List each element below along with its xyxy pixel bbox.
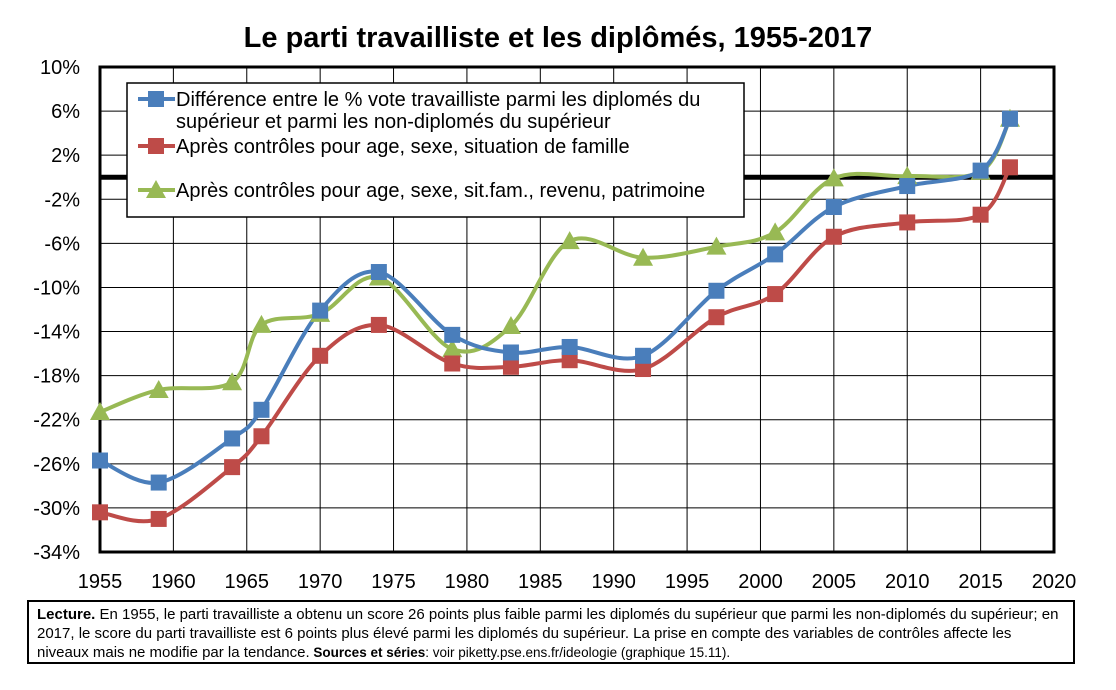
x-tick-label: 2000 [738,571,783,593]
chart-title: Le parti travailliste et les diplômés, 1… [243,22,873,54]
data-point-triangle [823,168,844,187]
data-point-square [899,214,916,231]
plot-frame [98,65,1056,554]
data-point-triangle [146,180,166,198]
line-chart: 10% 6% 2% -2% -6% -10% -14% -18% -22% -26% -30% -34… [33,57,1077,593]
series-lines [90,108,1020,527]
x-tick-label: 2005 [812,571,857,593]
data-point-square [92,452,108,469]
data-point-square [148,91,164,107]
data-point-square [899,178,916,195]
sources-label: Sources et séries [309,645,426,660]
legend-label: Différence entre le % vote travailliste … [176,89,700,111]
data-point-square [825,198,842,215]
data-point-square [444,355,461,372]
data-point-square [767,246,784,263]
data-point-square [502,344,519,361]
legend: Différence entre le % vote travailliste … [126,82,745,218]
x-tick-label: 2010 [885,571,930,593]
data-point-square [150,474,167,491]
data-point-square [972,206,989,223]
y-tick-label: -26% [33,454,80,476]
data-point-square [253,401,270,418]
data-point-triangle [251,314,272,333]
series-line-1 [99,166,1012,524]
y-tick-label: 6% [51,101,80,123]
legend-label: Après contrôles pour age, sexe, situatio… [176,136,630,158]
data-point-triangle [559,231,580,250]
y-tick-label: -22% [33,410,80,432]
data-point-triangle [148,379,169,398]
y-tick-label: -18% [33,366,80,388]
data-point-square [635,347,652,364]
data-point-square [148,138,164,154]
data-point-square [253,428,270,445]
legend-box [126,82,745,218]
reading-note: Lecture. En 1955, le parti travailliste … [27,600,1075,664]
data-point-square [708,309,725,326]
data-point-triangle [222,372,243,391]
data-point-square [224,459,241,476]
x-tick-label: 1985 [518,571,563,593]
x-tick-label: 1955 [78,571,123,593]
y-tick-label: -10% [33,277,80,299]
data-point-square [370,316,387,333]
series-line-2 [99,117,1012,414]
series-line-0 [99,117,1012,485]
data-point-square [1001,159,1018,176]
x-tick-label: 1960 [151,571,196,593]
x-tick-label: 1995 [665,571,710,593]
data-point-square [767,286,784,303]
y-tick-label: -2% [44,189,80,211]
lecture-label: Lecture. [37,606,96,623]
data-point-square [972,162,989,179]
data-point-square [312,302,329,319]
y-tick-label: 2% [51,145,80,167]
data-point-square [825,228,842,245]
y-tick-label: 10% [40,57,80,79]
x-tick-label: 2015 [958,571,1003,593]
legend-label: supérieur et parmi les non-diplomés du s… [176,111,611,133]
y-tick-label: -34% [33,542,80,564]
x-tick-label: 1980 [445,571,490,593]
data-point-triangle [706,236,727,255]
lecture-text: En 1955, le parti travailliste a obtenu … [37,606,1059,661]
x-tick-label: 1975 [371,571,416,593]
y-tick-label: -14% [33,322,80,344]
x-tick-label: 2020 [1032,571,1077,593]
y-tick-label: -6% [44,233,80,255]
data-point-square [708,282,725,299]
data-point-square [224,430,241,447]
data-point-square [150,510,167,527]
data-point-square [92,504,108,521]
data-point-triangle [500,316,521,335]
data-point-square [561,352,578,369]
data-point-triangle [90,402,110,421]
data-point-square [370,264,387,281]
data-point-triangle [442,339,463,358]
data-point-square [1001,110,1018,127]
x-tick-label: 1990 [591,571,636,593]
sources-text: : voir piketty.pse.ens.fr/ideologie (gra… [425,645,731,660]
data-point-square [312,347,329,364]
legend-label: Après contrôles pour age, sexe, sit.fam.… [176,180,705,202]
x-tick-label: 1970 [298,571,343,593]
data-point-triangle [633,247,654,266]
data-point-square [635,361,652,378]
data-point-square [502,358,519,375]
x-tick-label: 1965 [225,571,270,593]
y-tick-label: -30% [33,498,80,520]
data-point-triangle [765,222,786,241]
data-point-square [561,338,578,355]
data-point-square [444,326,461,343]
